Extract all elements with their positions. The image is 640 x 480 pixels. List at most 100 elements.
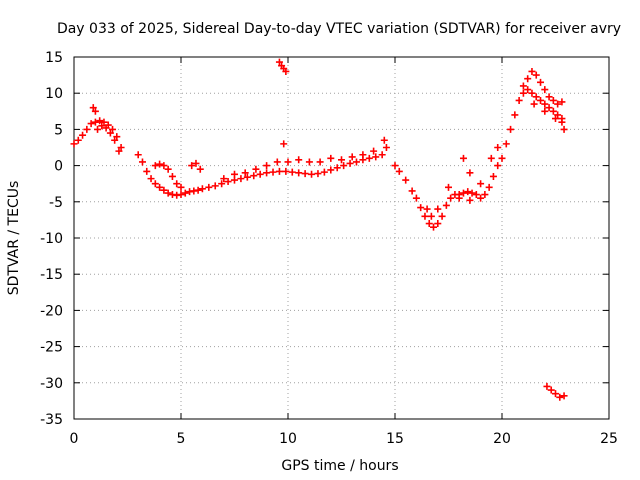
data-point <box>151 162 159 170</box>
data-point <box>243 173 251 181</box>
data-point <box>554 100 562 108</box>
data-point <box>91 118 99 126</box>
data-point <box>117 144 125 151</box>
data-point <box>378 151 386 159</box>
data-point <box>74 136 82 144</box>
data-point <box>380 136 388 144</box>
y-tick-label: -30 <box>40 376 63 392</box>
data-point <box>109 125 117 133</box>
data-point <box>459 189 467 197</box>
data-point <box>205 183 213 191</box>
data-point <box>333 164 341 172</box>
data-point <box>438 212 446 220</box>
data-point <box>498 154 506 162</box>
data-point <box>372 153 380 161</box>
data-point <box>156 160 164 168</box>
data-points <box>70 58 568 401</box>
data-point <box>164 189 172 197</box>
data-point <box>472 191 480 199</box>
series-spike <box>275 58 290 75</box>
data-point <box>408 187 416 195</box>
data-point <box>115 147 123 155</box>
data-point <box>528 89 536 97</box>
data-point <box>543 382 551 390</box>
data-point <box>91 107 99 115</box>
data-point <box>192 159 200 167</box>
data-point <box>541 100 549 108</box>
data-point <box>537 96 545 104</box>
data-point <box>402 176 410 184</box>
data-point <box>541 86 549 94</box>
data-point <box>177 183 185 191</box>
data-point <box>231 170 238 178</box>
data-point <box>466 169 474 177</box>
data-point <box>545 93 553 101</box>
data-point <box>198 185 206 193</box>
data-point <box>263 169 271 177</box>
data-point <box>327 154 335 162</box>
data-point <box>427 212 435 220</box>
x-tick-label: 15 <box>386 431 404 447</box>
data-point <box>519 89 527 97</box>
y-tick-label: -10 <box>40 231 63 247</box>
data-point <box>256 170 264 178</box>
y-tick-label: -15 <box>40 267 63 283</box>
data-point <box>494 144 502 151</box>
data-point <box>273 158 281 166</box>
data-point <box>507 125 515 133</box>
data-point <box>560 125 568 133</box>
data-point <box>173 180 181 188</box>
data-point <box>102 124 110 132</box>
data-point <box>87 120 95 128</box>
data-point <box>177 191 185 199</box>
x-axis-label: GPS time / hours <box>281 458 398 474</box>
grid-lines <box>74 57 609 419</box>
data-point <box>430 223 438 231</box>
data-point <box>295 169 303 177</box>
data-point <box>79 131 87 139</box>
data-point <box>113 133 121 141</box>
data-point <box>459 154 467 162</box>
y-tick-label: -35 <box>40 412 63 428</box>
data-point <box>280 140 288 148</box>
data-point <box>560 392 568 400</box>
data-point <box>314 170 322 178</box>
data-point <box>434 205 442 213</box>
data-point <box>160 162 168 170</box>
data-point <box>316 158 324 166</box>
data-point <box>477 180 485 188</box>
data-point <box>421 212 429 220</box>
data-point <box>370 147 378 155</box>
data-point <box>305 158 313 166</box>
data-point <box>494 162 502 170</box>
data-point <box>466 196 474 204</box>
data-point <box>549 107 557 115</box>
data-point <box>147 175 155 183</box>
data-point <box>282 167 290 175</box>
data-point <box>365 154 373 162</box>
data-point <box>348 153 356 161</box>
data-point <box>100 118 108 126</box>
data-point <box>106 129 114 137</box>
data-point <box>160 186 168 194</box>
data-point <box>211 182 219 190</box>
data-point <box>481 191 489 199</box>
data-point <box>275 167 283 175</box>
data-point <box>181 189 189 197</box>
data-point <box>468 189 476 197</box>
x-tick-label: 10 <box>279 431 297 447</box>
y-tick-label: 10 <box>45 86 63 102</box>
data-point <box>168 172 176 180</box>
data-point <box>89 104 97 112</box>
data-point <box>541 107 549 115</box>
x-axis-ticks: 0 5 10 15 20 25 <box>70 57 618 447</box>
data-point <box>558 98 566 106</box>
data-point <box>464 188 472 196</box>
data-point <box>194 186 202 194</box>
data-point <box>134 151 142 159</box>
data-point <box>320 168 328 176</box>
data-point <box>70 140 78 148</box>
data-point <box>196 165 204 173</box>
data-point <box>423 205 431 213</box>
